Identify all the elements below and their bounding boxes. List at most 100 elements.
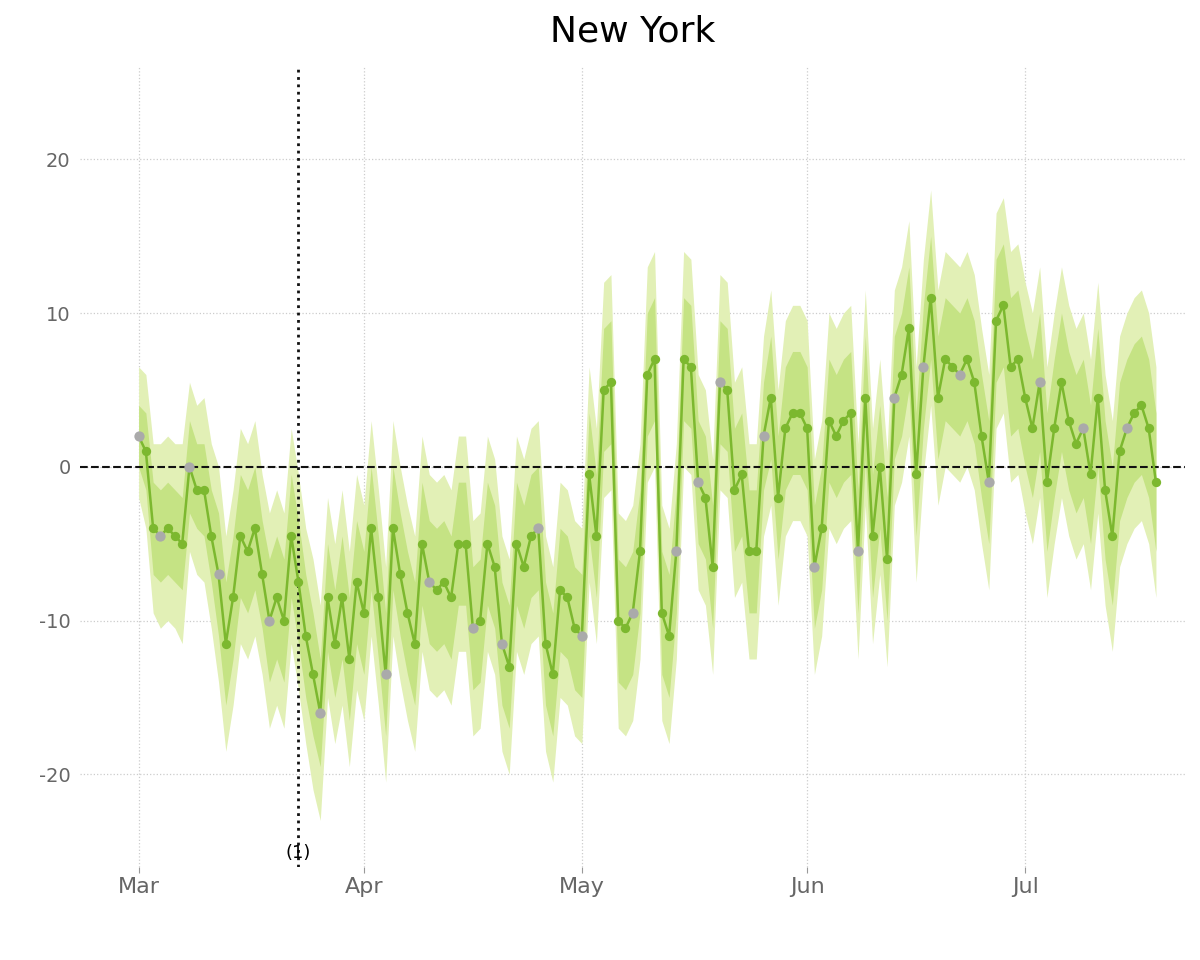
- Point: [413, 536, 432, 551]
- Point: [551, 582, 570, 597]
- Point: [368, 589, 388, 605]
- Point: [1015, 390, 1034, 405]
- Point: [180, 459, 199, 474]
- Point: [1045, 420, 1064, 436]
- Point: [943, 359, 962, 374]
- Point: [572, 628, 592, 643]
- Point: [137, 444, 156, 459]
- Point: [986, 313, 1006, 328]
- Point: [1088, 390, 1108, 405]
- Point: [470, 612, 490, 628]
- Point: [376, 666, 395, 682]
- Point: [689, 474, 708, 490]
- Point: [644, 351, 664, 367]
- Point: [268, 589, 287, 605]
- Point: [1096, 482, 1115, 497]
- Point: [784, 405, 803, 420]
- Point: [601, 374, 620, 390]
- Point: [492, 636, 511, 651]
- Point: [558, 589, 577, 605]
- Point: [282, 528, 301, 543]
- Point: [1008, 351, 1027, 367]
- Point: [216, 636, 235, 651]
- Point: [245, 520, 264, 536]
- Point: [870, 459, 889, 474]
- Point: [805, 559, 824, 574]
- Point: [972, 428, 991, 444]
- Point: [434, 574, 454, 589]
- Point: [173, 536, 192, 551]
- Point: [260, 612, 280, 628]
- Point: [899, 321, 918, 336]
- Point: [296, 628, 316, 643]
- Point: [637, 367, 656, 382]
- Point: [230, 528, 250, 543]
- Point: [791, 405, 810, 420]
- Point: [456, 536, 475, 551]
- Point: [427, 582, 446, 597]
- Point: [325, 636, 344, 651]
- Point: [449, 536, 468, 551]
- Point: [775, 420, 794, 436]
- Point: [406, 636, 425, 651]
- Point: [361, 520, 380, 536]
- Point: [565, 620, 584, 636]
- Point: [739, 543, 758, 559]
- Point: [391, 566, 410, 582]
- Point: [1132, 397, 1151, 413]
- Point: [746, 543, 766, 559]
- Point: [710, 374, 730, 390]
- Point: [187, 482, 206, 497]
- Point: [275, 612, 294, 628]
- Point: [340, 651, 359, 666]
- Point: [1139, 420, 1158, 436]
- Point: [202, 528, 221, 543]
- Point: [696, 490, 715, 505]
- Point: [485, 559, 504, 574]
- Point: [608, 612, 628, 628]
- Point: [834, 413, 853, 428]
- Point: [630, 543, 649, 559]
- Point: [209, 566, 228, 582]
- Point: [1110, 444, 1129, 459]
- Point: [194, 482, 214, 497]
- Point: [1060, 413, 1079, 428]
- Title: New York: New York: [550, 15, 715, 49]
- Point: [463, 620, 482, 636]
- Point: [660, 628, 679, 643]
- Point: [252, 566, 271, 582]
- Point: [1146, 474, 1165, 490]
- Point: [544, 666, 563, 682]
- Point: [354, 605, 373, 620]
- Point: [725, 482, 744, 497]
- Point: [1124, 405, 1144, 420]
- Point: [820, 413, 839, 428]
- Point: [703, 559, 722, 574]
- Point: [304, 666, 323, 682]
- Point: [856, 390, 875, 405]
- Point: [144, 520, 163, 536]
- Point: [936, 351, 955, 367]
- Point: [1081, 467, 1100, 482]
- Point: [892, 367, 911, 382]
- Point: [914, 359, 934, 374]
- Point: [1037, 474, 1056, 490]
- Point: [1117, 420, 1136, 436]
- Point: [347, 574, 366, 589]
- Point: [529, 520, 548, 536]
- Point: [718, 382, 737, 397]
- Point: [682, 359, 701, 374]
- Point: [1103, 528, 1122, 543]
- Point: [863, 528, 882, 543]
- Point: [841, 405, 860, 420]
- Point: [398, 605, 418, 620]
- Point: [536, 636, 556, 651]
- Point: [1022, 420, 1042, 436]
- Point: [1030, 374, 1049, 390]
- Point: [1001, 359, 1020, 374]
- Point: [616, 620, 635, 636]
- Point: [798, 420, 817, 436]
- Point: [922, 290, 941, 305]
- Point: [506, 536, 526, 551]
- Point: [442, 589, 461, 605]
